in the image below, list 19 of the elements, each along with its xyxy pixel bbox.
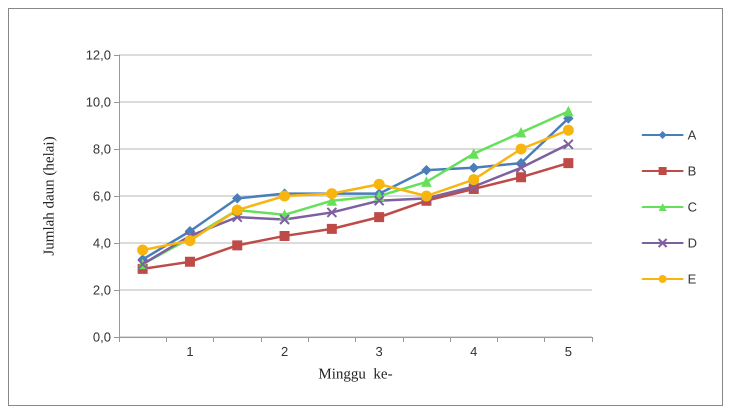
legend-label: A (688, 128, 697, 142)
y-tick-label: 4,0 (92, 236, 111, 250)
y-tick-label: 12,0 (86, 48, 111, 62)
x-axis-title: Minggu ke- (318, 366, 393, 382)
y-axis-title: Jumlah daun (helai) (42, 136, 58, 256)
legend-label: E (688, 272, 697, 286)
y-tick-label: 0,0 (92, 330, 111, 344)
x-tick-label: 3 (376, 344, 383, 359)
legend-label: B (688, 164, 696, 178)
legend-label: D (688, 236, 697, 250)
x-tick-label: 5 (564, 344, 572, 359)
x-tick-label: 1 (186, 344, 194, 359)
y-tick-label: 2,0 (92, 282, 111, 298)
legend-label: C (688, 200, 697, 214)
y-tick-label: 10,0 (86, 94, 111, 110)
x-tick-label: 2 (280, 344, 288, 359)
y-tick-label: 8,0 (92, 142, 111, 156)
y-tick-label: 6,0 (92, 188, 111, 204)
x-tick-label: 4 (470, 344, 478, 359)
